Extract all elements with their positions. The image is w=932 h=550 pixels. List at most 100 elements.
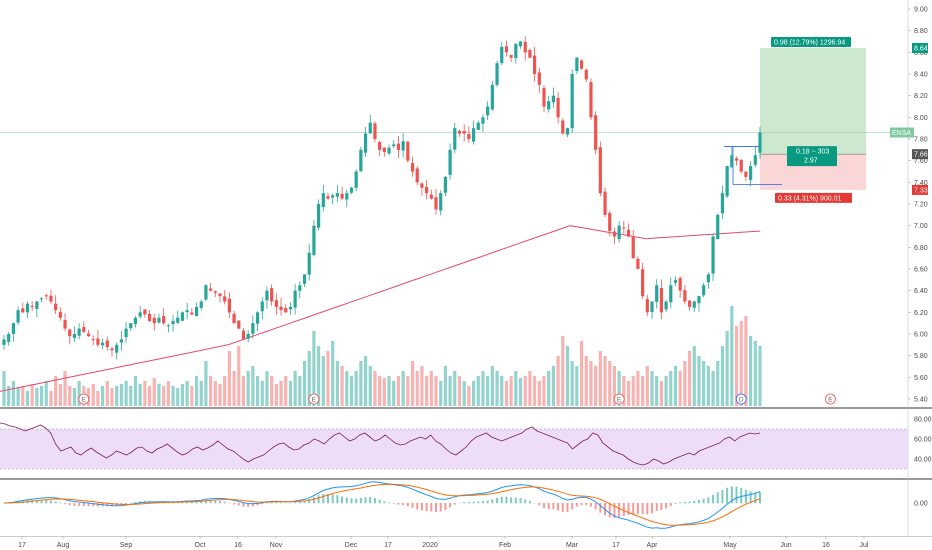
volume-bar [467, 386, 471, 406]
macd-histogram-bar [31, 500, 34, 504]
candle-body [664, 301, 668, 310]
candle-body [30, 305, 34, 307]
candle-body [420, 183, 424, 188]
candle-body [246, 334, 250, 339]
volume-bar [213, 381, 217, 406]
earnings-marker[interactable] [78, 393, 90, 405]
price-tag[interactable] [912, 149, 928, 160]
price-tick-label: 6.60 [914, 267, 928, 274]
earnings-marker-label: E [82, 397, 87, 404]
candle-body [223, 296, 227, 302]
earnings-marker[interactable] [308, 393, 320, 405]
candle-body [133, 317, 138, 325]
volume-bar [321, 356, 325, 406]
volume-bar [490, 366, 494, 406]
candle-body [284, 308, 288, 313]
candle-body [237, 320, 241, 329]
macd-histogram-bar [242, 503, 245, 507]
candle-body [321, 193, 325, 208]
time-tick-label: 16 [234, 542, 242, 549]
volume-bar [232, 371, 236, 406]
volume-bar [758, 346, 762, 406]
macd-histogram-bar [416, 503, 419, 510]
rsi-tick-label: 80.00 [914, 417, 932, 424]
candle-body [504, 46, 509, 53]
volume-bar [143, 381, 147, 406]
volume-bar [180, 384, 185, 406]
macd-histogram-bar [439, 503, 442, 512]
macd-histogram-bar [589, 503, 592, 507]
volume-bar [265, 371, 269, 406]
volume-bar [307, 351, 311, 406]
volume-bar [720, 346, 725, 406]
volume-bar [30, 384, 34, 406]
time-tick-label: Sep [120, 542, 133, 549]
time-axis[interactable]: 17 Aug Sep Oct 16 Nov Dec 17 2020 Feb Mar 17 Apr May J… [18, 536, 869, 549]
candle-body [650, 301, 654, 313]
macd-histogram-bar [651, 503, 653, 514]
price-tag[interactable] [912, 184, 928, 195]
candle-body [326, 196, 330, 199]
macd-histogram-bar [435, 503, 437, 513]
time-tick-label: 17 [18, 542, 26, 549]
candle-body [575, 57, 579, 72]
price-axis[interactable]: 9.00 8.80 8.60 8.40 8.20 8.00 7.80 7.60 7.40 7.20… [890, 7, 931, 404]
macd-histogram-bar [369, 496, 372, 504]
long-position-tool[interactable]: 0.98 (12.79%) 1296.94 0.18 ~ 303 2.97 0.33 … [724, 37, 866, 203]
macd-histogram-bar [237, 503, 240, 506]
macd-histogram-bar [721, 490, 724, 504]
volume-bar [641, 376, 645, 406]
candle-body [180, 312, 185, 321]
macd-histogram-bar [402, 503, 405, 506]
candle-body [641, 269, 645, 297]
macd-histogram-bar [411, 503, 414, 508]
macd-histogram-bar [265, 502, 268, 504]
volume-bar [551, 366, 555, 406]
volume-bar [25, 391, 30, 406]
volume-bar [702, 361, 706, 406]
macd-histogram-bar [247, 503, 250, 507]
volume-bar [650, 371, 654, 406]
macd-histogram-bar [575, 503, 578, 507]
earnings-marker[interactable] [613, 393, 625, 405]
volume-bars [2, 306, 762, 406]
macd-histogram-bar [740, 488, 743, 504]
price-tag[interactable] [890, 127, 914, 138]
macd-pane[interactable]: 0.00 [3, 481, 928, 529]
volume-bar [124, 381, 128, 406]
earnings-marker[interactable] [825, 393, 836, 405]
price-tick-label: 8.20 [914, 93, 928, 100]
target-label-box [771, 37, 851, 47]
macd-tick-label: 0.00 [914, 501, 928, 508]
volume-bar [152, 378, 156, 406]
time-tick-label: 2020 [422, 542, 438, 549]
volume-bar [631, 376, 635, 406]
macd-histogram-bar [397, 503, 400, 505]
volume-bar [293, 371, 297, 406]
rsi-pane[interactable]: 80.00 60.00 40.00 [0, 417, 932, 470]
volume-bar [678, 371, 682, 406]
macd-histogram-bar [406, 503, 409, 507]
candle-body [2, 339, 6, 345]
price-tick-label: 7.20 [914, 202, 928, 209]
volume-bar [251, 366, 255, 406]
volume-bar [96, 391, 100, 406]
candle-body [434, 197, 438, 210]
target-zone[interactable] [760, 48, 866, 155]
macd-histogram-bar [744, 489, 747, 504]
candle-body [119, 339, 123, 343]
candle-body [49, 295, 53, 302]
price-tag[interactable] [912, 43, 928, 53]
volume-bar [16, 388, 20, 406]
candle-body [101, 342, 105, 346]
macd-histogram-bar [618, 503, 621, 518]
candle-body [523, 41, 527, 53]
candle-body [457, 130, 462, 134]
candle-body [678, 277, 682, 291]
candle-body [77, 328, 81, 336]
volume-bar [659, 381, 663, 406]
earnings-marker[interactable] [735, 393, 747, 405]
volume-bar [406, 376, 410, 406]
